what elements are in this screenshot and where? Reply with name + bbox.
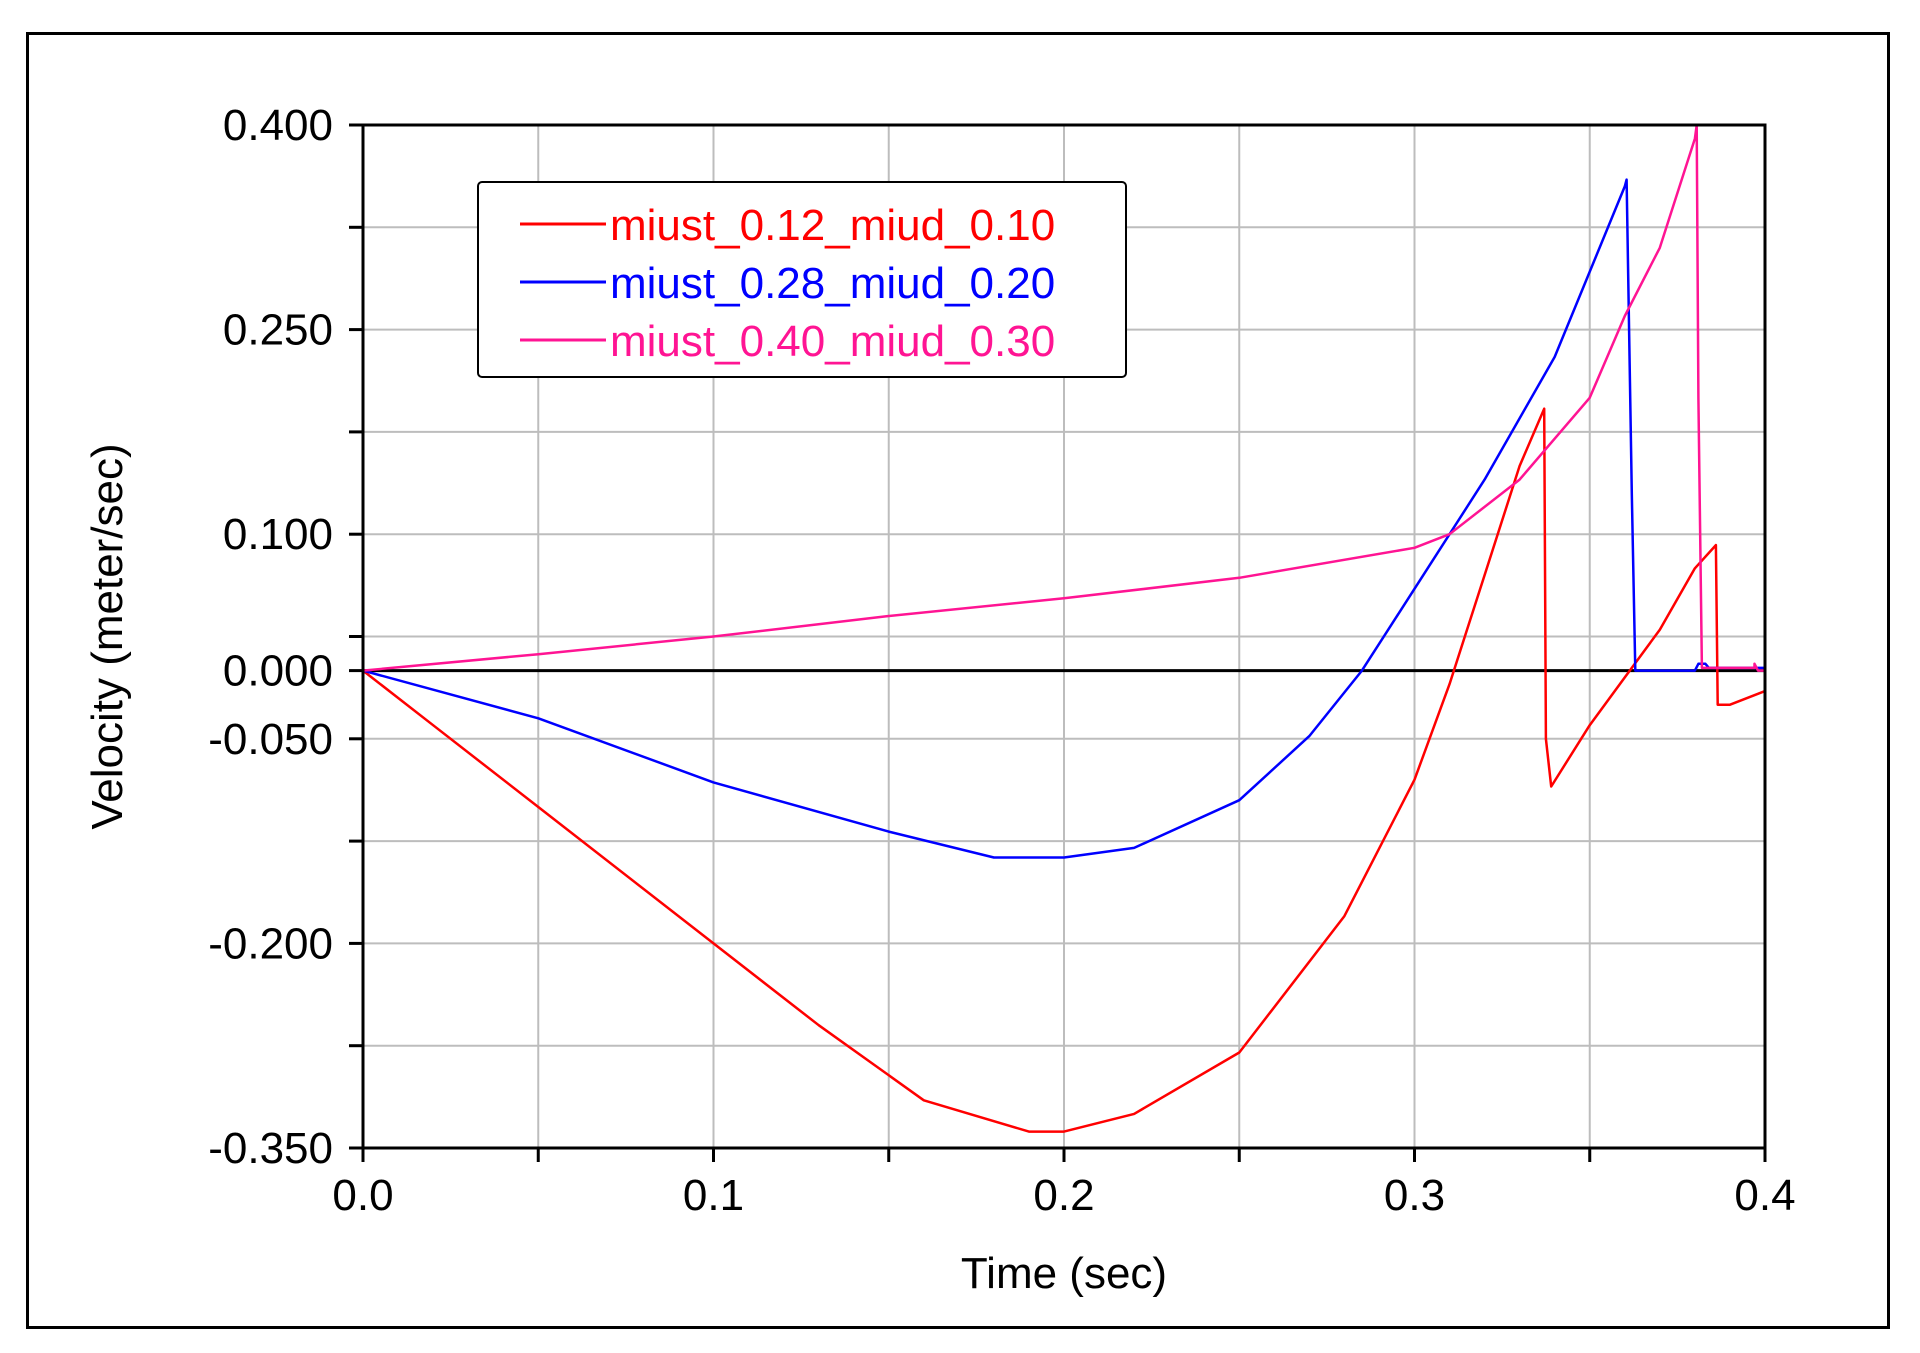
y-tick-label: 0.000	[223, 647, 333, 696]
legend: miust_0.12_miud_0.10 miust_0.28_miud_0.20…	[477, 181, 1127, 378]
series-line	[362, 123, 1765, 672]
legend-label: miust_0.40_miud_0.30	[610, 317, 1055, 366]
x-tick-label: 0.4	[1734, 1171, 1795, 1220]
y-axis-ticks: -0.350 -0.200 -0.050 0.000 0.100 0.250 0.400	[208, 101, 363, 1173]
y-tick-label: 0.400	[223, 101, 333, 150]
legend-label: miust_0.28_miud_0.20	[610, 259, 1055, 308]
y-tick-label: 0.100	[223, 510, 333, 559]
x-tick-label: 0.3	[1384, 1171, 1445, 1220]
y-tick-label: -0.050	[208, 715, 333, 764]
legend-entries: miust_0.12_miud_0.10 miust_0.28_miud_0.20…	[520, 201, 1055, 366]
y-tick-label: -0.200	[208, 919, 333, 968]
x-tick-label: 0.0	[332, 1171, 393, 1220]
series	[362, 123, 1766, 1133]
x-axis-ticks: 0.0 0.1 0.2 0.3 0.4	[332, 1148, 1796, 1220]
x-tick-label: 0.1	[683, 1171, 744, 1220]
y-tick-label: 0.250	[223, 306, 333, 355]
series-line	[362, 407, 1766, 1133]
x-axis-title: Time (sec)	[961, 1249, 1167, 1298]
y-tick-label: -0.350	[208, 1124, 333, 1173]
legend-box	[477, 181, 1127, 378]
x-tick-label: 0.2	[1033, 1171, 1094, 1220]
legend-label: miust_0.12_miud_0.10	[610, 201, 1055, 250]
y-axis-title: Velocity (meter/sec)	[83, 443, 132, 829]
